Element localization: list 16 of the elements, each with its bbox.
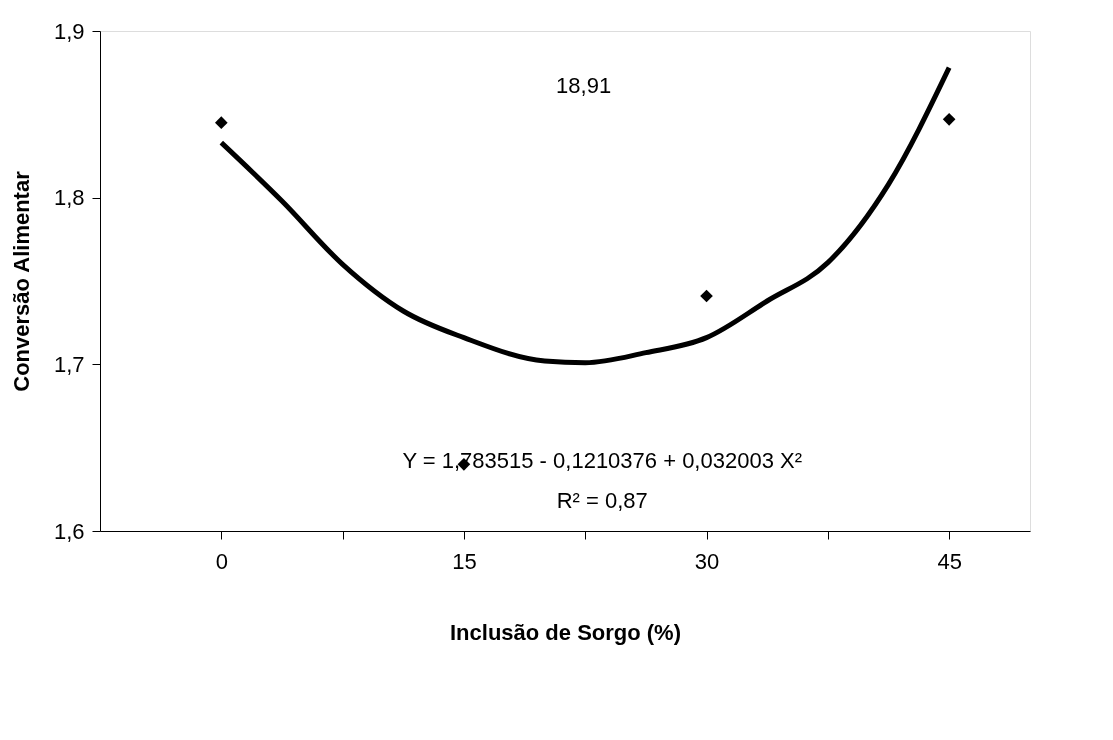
annotation: 18,91 [556,73,612,98]
point [942,113,956,126]
annotation: R² = 0,87 [556,488,648,513]
y-tick-label: 1,7 [53,351,85,377]
x-tick-label: 30 [694,548,720,574]
y-tick-label: 1,8 [53,185,85,211]
x-tick-label: 0 [215,548,228,574]
point [214,116,228,129]
y-axis-title: Conversão Alimentar [8,170,34,392]
x-tick-label: 45 [937,548,962,574]
y-tick-label: 1,6 [53,518,85,544]
y-tick-label: 1,9 [53,18,85,44]
x-tick-label: 15 [452,548,477,574]
x-axis-title: Inclusão de Sorgo (%) [449,619,682,645]
annotation: Y = 1,783515 - 0,1210376 + 0,032003 X² [402,448,802,473]
point [700,289,713,303]
